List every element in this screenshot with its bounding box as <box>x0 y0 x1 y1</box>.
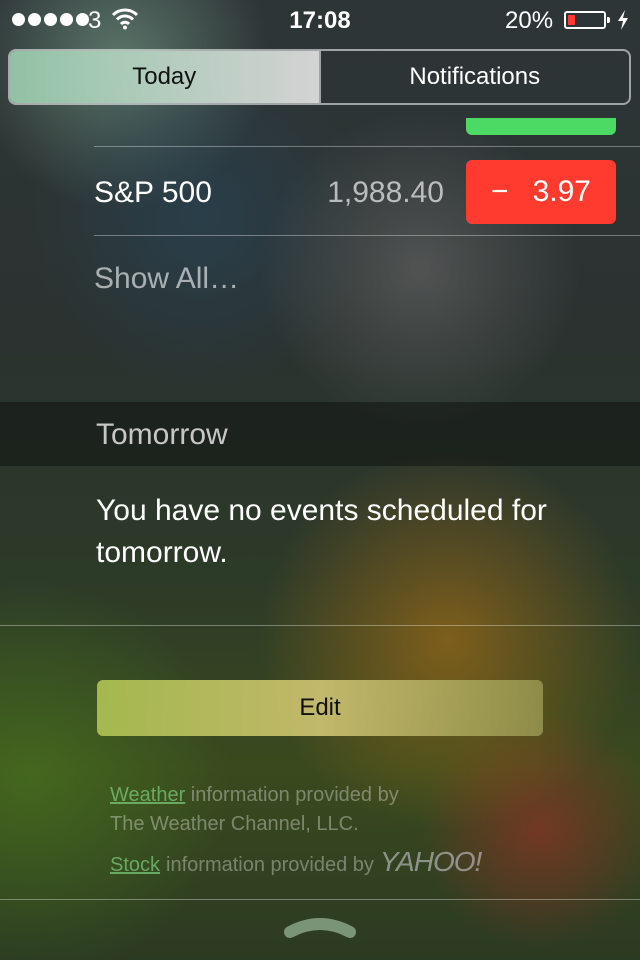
change-sign: − <box>491 175 509 208</box>
weather-provider: The Weather Channel, LLC. <box>110 813 359 835</box>
view-switcher: Today Notifications <box>8 49 631 105</box>
stock-attribution-text: information provided by <box>166 854 374 876</box>
edit-button[interactable]: Edit <box>97 680 543 736</box>
tab-notifications[interactable]: Notifications <box>318 51 630 103</box>
tomorrow-section-header: Tomorrow <box>0 402 640 466</box>
divider <box>94 146 640 147</box>
clock: 17:08 <box>289 7 351 34</box>
tab-today[interactable]: Today <box>10 51 319 103</box>
stock-name: S&P 500 <box>94 176 212 209</box>
wifi-icon <box>111 8 139 37</box>
signal-strength-icon <box>12 13 89 26</box>
charging-bolt-icon <box>617 9 629 38</box>
stock-row[interactable]: S&P 500 1,988.40 − 3.97 <box>94 160 616 224</box>
battery-fill <box>568 15 575 25</box>
section-title: Tomorrow <box>96 418 228 451</box>
change-value: 3.97 <box>532 175 591 208</box>
battery-icon <box>564 11 610 29</box>
divider <box>94 235 640 236</box>
divider <box>0 625 640 626</box>
yahoo-logo: YAHOO! <box>379 846 482 877</box>
weather-attribution-text: information provided by <box>190 784 399 806</box>
attribution: Weather information provided by The Weat… <box>110 781 482 880</box>
battery-percentage: 20% <box>505 7 554 34</box>
divider <box>0 899 640 900</box>
stock-price: 1,988.40 <box>327 176 444 209</box>
stock-link[interactable]: Stock <box>110 854 161 876</box>
grabber-chevron-icon[interactable] <box>282 914 358 947</box>
carrier-name: 3 <box>88 7 102 34</box>
weather-link[interactable]: Weather <box>110 784 186 806</box>
stock-change-badge-previous[interactable] <box>466 118 616 135</box>
show-all-link[interactable]: Show All… <box>94 262 240 295</box>
no-events-message: You have no events scheduled for tomorro… <box>96 494 547 569</box>
stock-change-badge[interactable]: − 3.97 <box>466 160 616 224</box>
status-bar: 3 17:08 20% <box>0 0 640 40</box>
